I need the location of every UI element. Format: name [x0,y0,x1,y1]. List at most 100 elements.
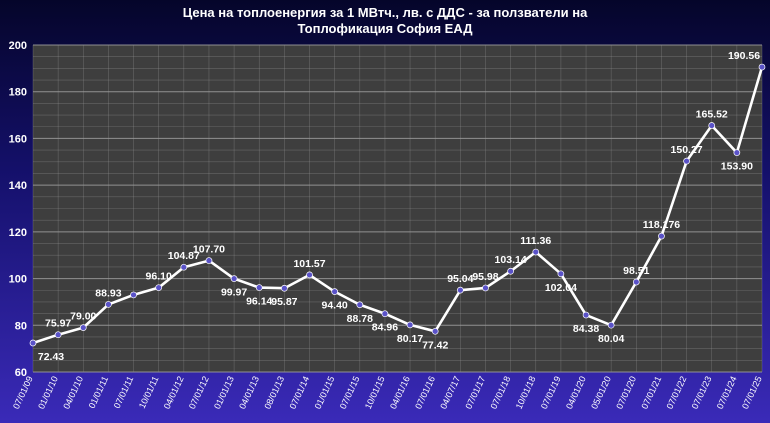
plot-area [33,45,762,372]
x-tick-label: 04/01/12 [162,375,186,411]
data-label: 102.04 [545,282,577,294]
grid [32,44,763,373]
x-tick-label: 07/01/17 [463,375,487,411]
data-point [532,248,540,256]
data-point [205,257,213,264]
data-label: 80.17 [397,333,423,345]
x-tick-label: 07/01/12 [187,375,211,411]
x-tick-label: 07/01/14 [287,375,311,411]
data-label: 190.56 [728,50,760,62]
data-label: 95.87 [271,296,297,308]
data-label: 118.176 [643,219,681,231]
data-point [155,284,163,292]
data-label: 96.14 [246,296,272,308]
data-point [758,63,766,71]
data-label: 165.52 [696,109,728,121]
data-label: 95.98 [472,271,498,283]
data-point [582,311,590,319]
data-point [356,301,364,309]
data-point [29,339,37,347]
data-label: 104.87 [168,250,200,262]
y-tick-label: 80 [15,320,27,332]
y-tick-label: 140 [9,180,27,192]
data-point [733,149,741,157]
data-point [683,157,690,165]
x-tick-label: 10/01/18 [514,375,538,411]
data-point [230,275,238,282]
x-tick-label: 07/01/20 [614,375,638,411]
data-label: 72.43 [38,351,64,363]
data-label: 75.97 [45,318,71,330]
data-point [255,284,263,291]
data-label: 80.04 [598,333,624,345]
x-tick-label: 07/01/24 [715,375,739,411]
y-tick-label: 120 [9,227,27,239]
series-line [32,66,764,345]
y-tick-label: 100 [9,274,27,286]
data-label: 88.78 [347,313,373,325]
x-tick-label: 01/01/15 [313,375,337,411]
data-point [607,321,615,329]
x-tick-label: 07/01/22 [665,375,689,411]
data-point [281,284,288,292]
x-tick-label: 10/01/15 [363,375,387,411]
x-tick-label: 07/01/09 [11,375,35,411]
data-point [406,321,414,329]
y-tick-label: 180 [9,87,27,99]
data-point [130,291,137,299]
x-tick-label: 01/01/10 [36,375,60,411]
x-tick-label: 04/01/20 [564,375,588,411]
data-point [105,301,112,308]
x-tick-label: 08/01/13 [262,375,286,411]
data-point [431,327,439,335]
data-label: 84.38 [573,323,599,335]
x-tick-label: 01/01/11 [87,375,111,410]
data-point [557,270,565,278]
data-label: 95.04 [447,273,473,285]
data-point [708,122,716,129]
x-tick-label: 07/01/21 [639,375,663,411]
data-points [29,63,766,347]
x-tick-label: 07/01/16 [413,375,437,411]
data-label: 79.00 [70,311,96,323]
data-point [456,286,464,294]
data-label: 153.90 [721,161,753,173]
x-tick-label: 07/01/18 [489,375,513,411]
x-tick-label: 07/01/15 [338,375,362,411]
x-tick-label: 04/01/16 [388,375,412,411]
data-label: 150.27 [671,144,703,156]
data-point [658,232,665,240]
x-tick-label: 07/01/11 [112,375,136,410]
data-point [331,288,339,296]
data-point [482,284,489,292]
data-point [180,263,188,271]
x-tick-label: 04/01/10 [61,375,85,411]
x-tick-label: 04/01/13 [237,375,261,411]
data-label: 98.51 [623,265,649,277]
data-label: 103.14 [495,254,527,266]
data-label: 77.42 [422,339,448,351]
x-tick-label: 04/07/17 [438,375,462,411]
data-label: 88.93 [95,287,121,299]
data-point [54,331,62,339]
x-axis-ticks: 07/01/09 01/01/10 04/01/10 01/01/11 07/01/11… [11,375,764,411]
chart-title-line-1: Цена на топлоенергия за 1 МВтч., лв. с Д… [183,5,588,20]
x-tick-label: 07/01/19 [539,375,563,411]
data-point [79,324,87,331]
x-tick-label: 07/01/23 [690,375,714,411]
y-tick-label: 200 [9,40,27,52]
data-point [381,310,389,318]
data-label: 84.96 [372,322,398,334]
chart-title-line-2: Топлофикация София ЕАД [298,21,474,36]
y-axis-ticks: 60 80 100 120 140 160 180 200 [9,40,27,379]
data-point [632,278,640,286]
data-point [507,267,514,275]
x-tick-label: 07/01/25 [740,375,764,411]
data-point [306,271,313,279]
data-label: 94.40 [322,300,348,312]
x-tick-label: 05/01/20 [589,375,613,411]
x-tick-label: 01/01/13 [212,375,236,411]
data-label: 111.36 [520,235,551,247]
